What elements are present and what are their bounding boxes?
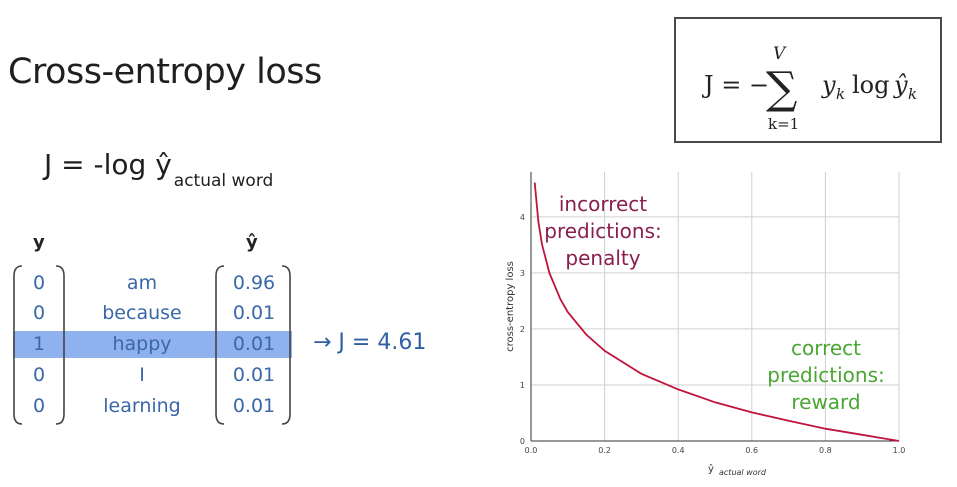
x-tick-label: 1.0 [893, 446, 906, 455]
formula-upper-limit: V [773, 44, 787, 64]
slide-title: Cross-entropy loss [8, 52, 322, 92]
formula-y: y [821, 71, 836, 99]
loss-curve [533, 182, 900, 442]
x-tick-label: 0.2 [598, 446, 611, 455]
y-tick-label: 1 [520, 381, 525, 390]
loss-chart: 0.0 0.2 0.4 0.6 0.8 1.0 0 1 2 3 4 cross-entropy los… [505, 172, 906, 477]
formula-box: J = − V ∑ k=1 y k log ŷ k [674, 17, 942, 143]
loss-equation-main: J = -log ŷ [44, 148, 172, 181]
correct-reward-annotation: reward [791, 390, 860, 414]
y-value: 0 [32, 302, 46, 324]
incorrect-penalty-annotation: incorrect [559, 192, 647, 216]
formula-yhat: ŷ [893, 71, 908, 99]
y-value: 0 [32, 395, 46, 417]
y-tick-label: 3 [520, 269, 525, 278]
formula-sum-symbol: ∑ [766, 63, 797, 114]
x-tick-label: 0.4 [672, 446, 685, 455]
y-vector-brackets [13, 265, 65, 425]
y-tick-label: 4 [520, 213, 525, 222]
vocab-word: learning [103, 395, 181, 417]
vocab-word: am [126, 272, 158, 294]
cross-entropy-formula: J = − V ∑ k=1 y k log ŷ k [701, 44, 917, 133]
formula-lower-limit: k=1 [768, 115, 799, 133]
yhat-value: 0.96 [232, 272, 276, 294]
y-value: 0 [32, 364, 46, 386]
yhat-value: 0.01 [232, 364, 276, 386]
yhat-value-highlighted: 0.01 [232, 333, 276, 355]
x-axis-label: ŷ [708, 463, 714, 475]
correct-reward-annotation: predictions: [767, 363, 885, 387]
y-value: 0 [32, 272, 46, 294]
vocab-word: because [102, 302, 182, 324]
formula-log: log [852, 71, 890, 99]
y-value-highlighted: 1 [32, 333, 46, 355]
incorrect-penalty-annotation: penalty [565, 246, 640, 270]
incorrect-penalty-annotation: predictions: [544, 219, 662, 243]
y-header: y [33, 232, 45, 253]
x-axis-label-subscript: actual word [719, 468, 767, 477]
formula-y-sub: k [836, 85, 845, 103]
highlight-row [13, 331, 292, 358]
formula-yhat-sub: k [908, 85, 917, 103]
loss-equation-subscript: actual word [173, 171, 274, 191]
yhat-header: ŷ [246, 232, 258, 253]
vocab-word-highlighted: happy [112, 333, 172, 355]
y-tick-label: 2 [520, 325, 525, 334]
y-axis-label: cross-entropy loss [505, 261, 516, 352]
loss-equation: J = -log ŷ actual word [44, 148, 273, 191]
loss-result: → J = 4.61 [313, 330, 427, 355]
formula-lhs: J = − [701, 71, 769, 99]
x-tick-label: 0.0 [525, 446, 538, 455]
yhat-vector-brackets [215, 265, 291, 425]
x-tick-label: 0.6 [745, 446, 758, 455]
yhat-value: 0.01 [232, 302, 276, 324]
vocab-word: I [139, 364, 145, 386]
correct-reward-annotation: correct [791, 336, 861, 360]
yhat-value: 0.01 [232, 395, 276, 417]
x-tick-label: 0.8 [819, 446, 832, 455]
y-tick-label: 0 [520, 437, 525, 446]
